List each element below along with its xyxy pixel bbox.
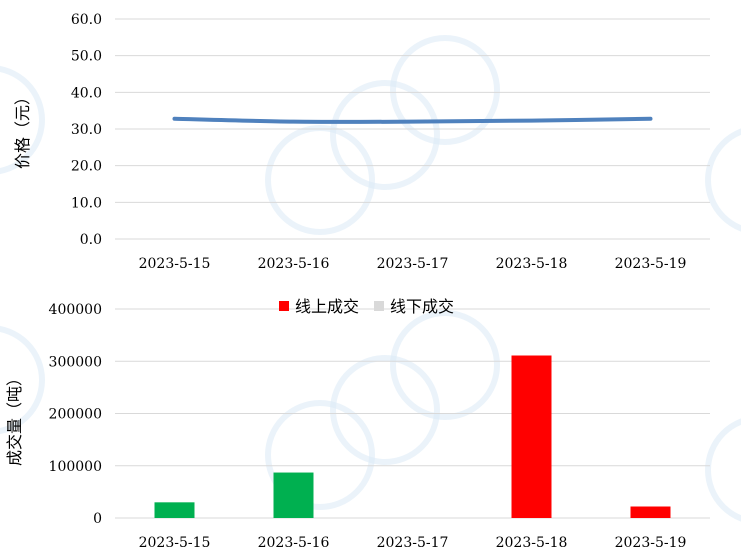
bottom-y-tick-label: 100000 bbox=[49, 459, 102, 475]
bottom-y-tick-label: 300000 bbox=[49, 354, 102, 370]
top-y-tick-label: 40.0 bbox=[71, 85, 102, 101]
bottom-y-tick-label: 200000 bbox=[49, 407, 102, 423]
top-x-tick-label: 2023-5-18 bbox=[496, 256, 568, 272]
top-y-tick-label: 0.0 bbox=[80, 232, 102, 248]
bar-online bbox=[630, 506, 671, 518]
volume-bar-chart: 0 100000 200000 300000 400000 2023-5-15 2023-… bbox=[5, 297, 710, 551]
top-y-axis-title: 价格（元） bbox=[13, 89, 32, 169]
top-x-tick-label: 2023-5-19 bbox=[615, 256, 687, 272]
top-x-tick-label: 2023-5-15 bbox=[139, 256, 211, 272]
bottom-x-tick-label: 2023-5-19 bbox=[615, 535, 687, 551]
price-line-chart: 0.0 10.0 20.0 30.0 40.0 50.0 60.0 2023-5-15 202… bbox=[13, 12, 710, 272]
top-y-tick-label: 10.0 bbox=[71, 195, 102, 211]
top-x-tick-label: 2023-5-16 bbox=[258, 256, 330, 272]
watermark bbox=[0, 35, 741, 522]
price-line-series bbox=[172, 116, 653, 124]
legend-swatch-online bbox=[279, 301, 289, 311]
top-y-tick-label: 50.0 bbox=[71, 49, 102, 65]
bottom-x-tick-label: 2023-5-16 bbox=[258, 535, 330, 551]
bar-highlight bbox=[273, 472, 314, 518]
legend-label-online: 线上成交 bbox=[295, 297, 359, 316]
bottom-x-tick-label: 2023-5-18 bbox=[496, 535, 568, 551]
bottom-x-tick-label: 2023-5-15 bbox=[139, 535, 211, 551]
top-y-tick-label: 30.0 bbox=[71, 122, 102, 138]
legend: 线上成交 线下成交 bbox=[279, 297, 454, 316]
top-x-tick-label: 2023-5-17 bbox=[377, 256, 449, 272]
bar-highlight bbox=[154, 502, 195, 518]
bottom-y-tick-label: 400000 bbox=[49, 302, 102, 318]
legend-swatch-offline bbox=[374, 301, 384, 311]
legend-label-offline: 线下成交 bbox=[390, 297, 454, 316]
bottom-y-tick-label: 0 bbox=[93, 511, 102, 527]
bar-online bbox=[511, 355, 552, 518]
bottom-y-axis-title: 成交量（吨） bbox=[5, 370, 24, 466]
bottom-x-tick-label: 2023-5-17 bbox=[377, 535, 449, 551]
top-y-tick-label: 20.0 bbox=[71, 159, 102, 175]
top-y-tick-label: 60.0 bbox=[71, 12, 102, 28]
